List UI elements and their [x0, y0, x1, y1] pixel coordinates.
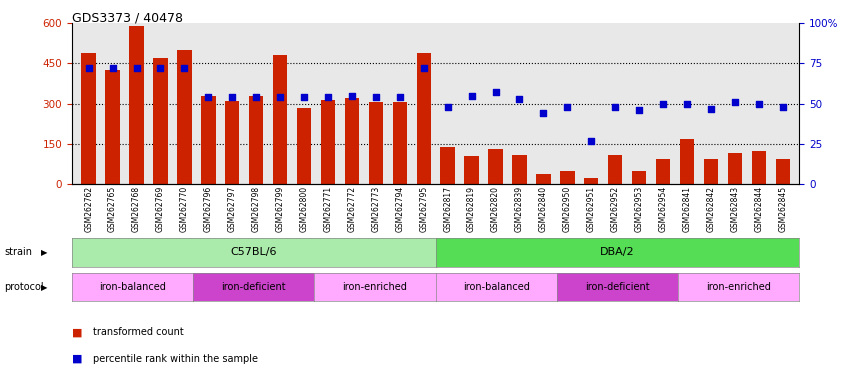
Point: [513, 96, 526, 102]
Point: [345, 93, 359, 99]
Point: [608, 104, 622, 110]
Point: [489, 89, 503, 96]
Text: GDS3373 / 40478: GDS3373 / 40478: [72, 12, 183, 25]
Text: iron-enriched: iron-enriched: [343, 282, 408, 292]
Bar: [441, 147, 455, 184]
Bar: [81, 53, 96, 184]
Bar: [751, 151, 766, 184]
Bar: [513, 155, 526, 184]
Text: percentile rank within the sample: percentile rank within the sample: [93, 354, 258, 364]
Point: [680, 101, 694, 107]
Bar: [416, 53, 431, 184]
Bar: [632, 171, 646, 184]
Point: [297, 94, 310, 100]
Point: [321, 94, 335, 100]
Point: [464, 93, 478, 99]
Point: [393, 94, 407, 100]
Point: [178, 65, 191, 71]
Bar: [273, 55, 288, 184]
Point: [417, 65, 431, 71]
Point: [776, 104, 789, 110]
Point: [201, 94, 215, 100]
Bar: [560, 171, 574, 184]
Point: [632, 107, 645, 113]
Point: [82, 65, 96, 71]
Bar: [536, 174, 551, 184]
Text: ▶: ▶: [41, 248, 47, 257]
Bar: [201, 96, 216, 184]
Bar: [321, 100, 335, 184]
Point: [226, 94, 239, 100]
Text: iron-deficient: iron-deficient: [222, 282, 286, 292]
Bar: [106, 70, 120, 184]
Bar: [656, 159, 670, 184]
Point: [656, 101, 670, 107]
Text: strain: strain: [4, 247, 32, 258]
Bar: [129, 26, 144, 184]
Text: protocol: protocol: [4, 282, 44, 292]
Point: [441, 104, 454, 110]
Text: iron-enriched: iron-enriched: [706, 282, 772, 292]
Bar: [608, 155, 623, 184]
Text: iron-balanced: iron-balanced: [99, 282, 166, 292]
Text: ■: ■: [72, 354, 82, 364]
Text: C57BL/6: C57BL/6: [231, 247, 277, 258]
Point: [728, 99, 742, 105]
Bar: [225, 101, 239, 184]
Bar: [488, 149, 503, 184]
Bar: [249, 96, 263, 184]
Bar: [153, 58, 168, 184]
Bar: [776, 159, 790, 184]
Point: [704, 106, 717, 112]
Point: [369, 94, 382, 100]
Bar: [177, 50, 191, 184]
Point: [561, 104, 574, 110]
Bar: [369, 103, 383, 184]
Point: [250, 94, 263, 100]
Point: [536, 110, 550, 116]
Text: ■: ■: [72, 327, 82, 337]
Bar: [584, 177, 598, 184]
Bar: [680, 139, 695, 184]
Bar: [393, 101, 407, 184]
Text: iron-deficient: iron-deficient: [585, 282, 650, 292]
Point: [106, 65, 119, 71]
Point: [154, 65, 168, 71]
Text: ▶: ▶: [41, 283, 47, 291]
Point: [585, 138, 598, 144]
Point: [129, 65, 143, 71]
Bar: [297, 108, 311, 184]
Text: DBA/2: DBA/2: [601, 247, 634, 258]
Point: [752, 101, 766, 107]
Point: [273, 94, 287, 100]
Bar: [704, 159, 718, 184]
Text: transformed count: transformed count: [93, 327, 184, 337]
Bar: [728, 153, 742, 184]
Bar: [464, 156, 479, 184]
Text: iron-balanced: iron-balanced: [463, 282, 530, 292]
Bar: [344, 98, 359, 184]
